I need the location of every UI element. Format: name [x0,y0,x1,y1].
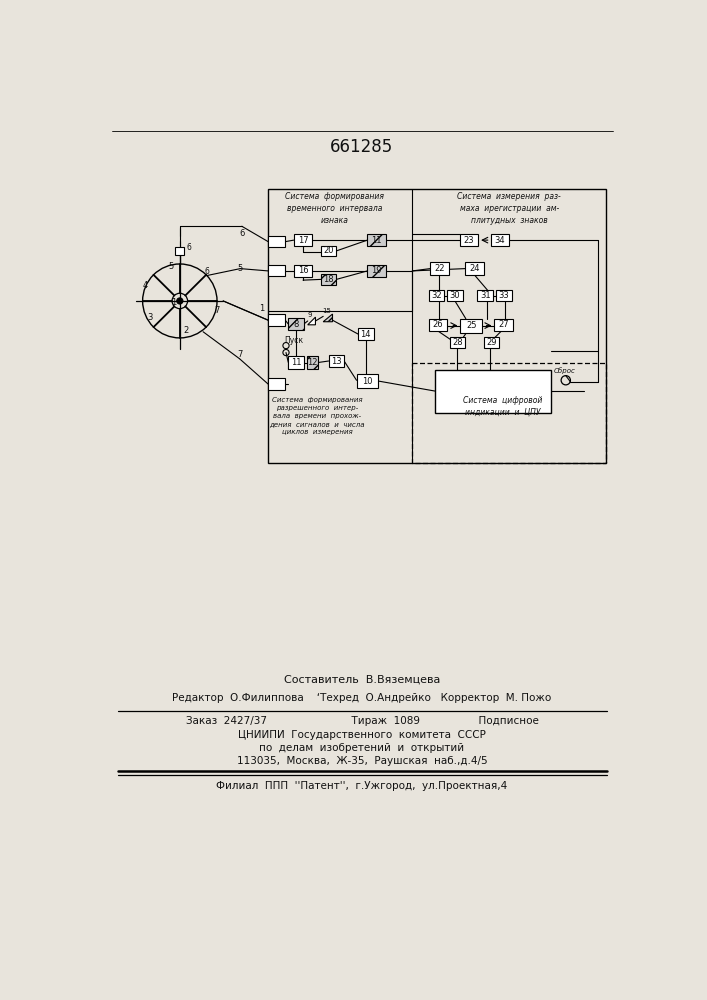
Bar [321,274,337,285]
Bar [496,290,512,301]
Text: Заказ  2427/37                          Тираж  1089                  Подписное: Заказ 2427/37 Тираж 1089 Подписное [185,716,539,726]
Text: 1: 1 [259,304,264,313]
Text: 13: 13 [331,357,341,366]
Text: 32: 32 [431,291,442,300]
Text: Составитель  В.Вяземцева: Составитель В.Вяземцева [284,674,440,684]
Bar [465,262,484,275]
Circle shape [177,298,183,304]
Bar [175,247,185,255]
Text: 11: 11 [371,236,382,245]
Text: 6: 6 [204,267,209,276]
Bar [268,235,285,247]
Text: 10: 10 [362,377,373,386]
Text: Пуск: Пуск [284,336,303,345]
Text: 12: 12 [307,358,317,367]
Text: 16: 16 [298,266,308,275]
Bar [358,328,373,340]
Bar [435,370,551,413]
Bar [368,234,386,246]
Bar [368,265,386,277]
Bar [450,337,465,348]
Bar [412,363,606,463]
Text: 34: 34 [495,236,506,245]
Text: 14: 14 [361,330,371,339]
Polygon shape [323,314,332,322]
Text: Система  измерения  раз-
маха  ирегистрации  ам-
плитудных  знаков: Система измерения раз- маха ирегистрации… [457,192,561,225]
Text: 25: 25 [466,321,477,330]
Text: 17: 17 [298,236,308,245]
Bar [430,262,449,275]
Bar [448,290,462,301]
Text: 113035,  Москва,  Ж-35,  Раушская  наб.,д.4/5: 113035, Москва, Ж-35, Раушская наб.,д.4/… [237,756,487,766]
Text: 9: 9 [308,312,312,318]
Bar [293,265,312,277]
Bar [491,234,509,246]
Bar [494,319,513,331]
Text: Редактор  О.Филиппова    ‘Техред  О.Андрейко   Корректор  М. Пожо: Редактор О.Филиппова ‘Техред О.Андрейко … [173,693,551,703]
Text: 15: 15 [322,308,331,314]
Text: Система  формирования
временного  интервала
изнака: Система формирования временного интервал… [286,192,385,225]
Text: 19: 19 [371,266,382,275]
Text: 8: 8 [293,320,299,329]
Text: 7: 7 [214,306,220,315]
Bar [356,374,378,388]
Bar [477,290,493,301]
Text: 31: 31 [480,291,491,300]
Text: 20: 20 [323,246,334,255]
Text: 5: 5 [238,264,243,273]
Bar [268,314,285,326]
Text: ЦНИИПИ  Государственного  комитета  СССР: ЦНИИПИ Государственного комитета СССР [238,730,486,740]
Text: Система  цифровой
индикации  и  ЦПУ: Система цифровой индикации и ЦПУ [463,396,543,416]
Bar [428,319,448,331]
Bar [460,319,482,333]
Text: 11: 11 [291,358,301,367]
Text: 29: 29 [486,338,496,347]
Text: 7: 7 [237,350,243,359]
Text: 1: 1 [171,298,176,307]
Bar [321,246,337,256]
Text: по  делам  изобретений  и  открытий: по делам изобретений и открытий [259,743,464,753]
Bar [428,290,444,301]
Bar [460,234,478,246]
Bar [288,318,304,330]
Bar [268,189,606,463]
Text: 23: 23 [464,236,474,245]
Text: 6: 6 [186,243,191,252]
Text: 5: 5 [168,262,173,271]
Text: 2: 2 [183,326,189,335]
Bar [268,378,285,389]
Bar [307,356,317,369]
Bar [268,265,285,276]
Polygon shape [308,317,315,325]
Text: 661285: 661285 [330,138,394,156]
Bar [293,234,312,246]
Text: 22: 22 [434,264,445,273]
Text: 33: 33 [498,291,509,300]
Text: Филиал  ППП  ''Патент'',  г.Ужгород,  ул.Проектная,4: Филиал ППП ''Патент'', г.Ужгород, ул.Про… [216,781,508,791]
Text: 26: 26 [433,320,443,329]
Text: 28: 28 [452,338,462,347]
Text: 30: 30 [450,291,460,300]
Text: 24: 24 [469,264,479,273]
Text: 18: 18 [323,275,334,284]
Text: Система  формирования
разрешенного  интер-
вала  времени  прохож-
дения  сигнало: Система формирования разрешенного интер-… [269,397,365,435]
Bar [329,355,344,367]
Text: 6: 6 [239,229,245,238]
Bar [288,356,304,369]
Text: 4: 4 [142,281,148,290]
Text: 3: 3 [148,313,153,322]
Text: 27: 27 [498,320,509,329]
Text: Сброс: Сброс [554,367,575,374]
Bar [484,337,499,348]
